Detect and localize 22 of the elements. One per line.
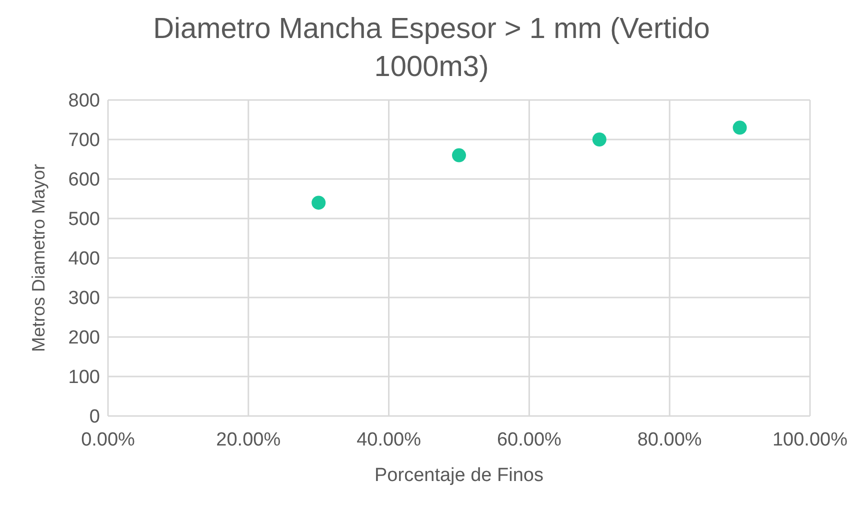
- y-tick-label: 400: [68, 248, 100, 270]
- y-tick-label: 500: [68, 209, 100, 230]
- y-axis-title: Metros Diametro Mayor: [28, 164, 48, 352]
- x-tick-label: 100.00%: [772, 429, 848, 450]
- y-tick-label: 0: [89, 406, 100, 428]
- y-tick-label: 200: [68, 328, 100, 349]
- x-tick-label: 80.00%: [637, 429, 702, 450]
- x-tick-label: 60.00%: [496, 429, 562, 450]
- point: [592, 132, 606, 146]
- y-tick-label: 800: [68, 90, 100, 112]
- x-tick-label: 0.00%: [81, 429, 136, 450]
- point: [452, 148, 466, 162]
- y-tick-label: 700: [68, 130, 100, 152]
- x-tick-label: 40.00%: [356, 429, 422, 450]
- point: [732, 120, 747, 135]
- x-axis-title: Porcentaje de Finos: [374, 465, 544, 486]
- point: [312, 196, 326, 210]
- x-tick-label: 20.00%: [216, 429, 281, 450]
- y-tick-label: 300: [68, 288, 100, 310]
- y-tick-label: 100: [68, 367, 100, 388]
- y-tick-label: 600: [68, 170, 100, 191]
- chart-title: Diametro Mancha Espesor > 1 mm (Vertido 1000m3): [152, 12, 711, 85]
